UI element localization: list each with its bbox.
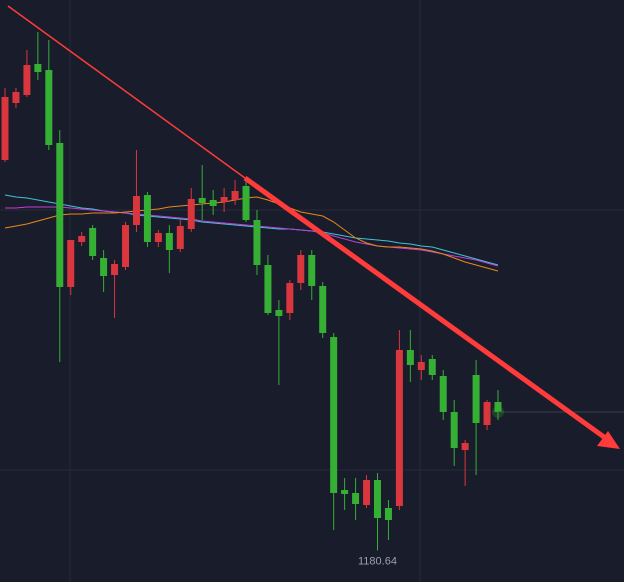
plot: 1180.64: [1, 32, 624, 567]
ma-line: [4, 194, 499, 266]
trend-line: [7, 5, 246, 179]
candle-body: [472, 375, 480, 423]
candle-body: [111, 264, 119, 275]
candle-body: [100, 258, 108, 276]
candle-body: [319, 286, 327, 333]
candle-body: [231, 191, 239, 200]
low-price-label: 1180.64: [358, 555, 397, 567]
candle-body: [56, 143, 64, 287]
candle-body: [417, 362, 425, 370]
arrow-head: [597, 431, 620, 449]
candle-body: [308, 255, 316, 286]
candle-body: [187, 199, 195, 229]
candle-body: [275, 310, 283, 316]
candle-body: [165, 233, 173, 250]
candle-body: [483, 402, 491, 425]
ma-line: [5, 206, 499, 267]
candle-body: [352, 493, 360, 504]
candle-body: [209, 200, 217, 206]
candle-body: [297, 255, 305, 283]
candle-body: [220, 197, 228, 202]
candle-body: [78, 236, 86, 242]
candle-body: [45, 70, 53, 145]
candle-body: [395, 350, 403, 506]
ma-line: [4, 196, 499, 272]
candle-body: [384, 508, 392, 520]
candle-body: [461, 443, 469, 450]
candle-body: [406, 350, 414, 365]
candle-body: [176, 226, 184, 249]
candle-body: [363, 480, 371, 505]
candle-body: [122, 225, 130, 267]
candle-body: [428, 359, 436, 375]
candle-body: [154, 233, 162, 242]
candle-body: [330, 337, 338, 493]
candle-body: [23, 65, 31, 95]
candle-body: [450, 412, 458, 448]
candle-body: [89, 228, 97, 256]
candle-body: [242, 186, 250, 220]
candle-body: [143, 195, 151, 242]
candle-body: [286, 283, 294, 313]
candle-body: [494, 402, 502, 412]
candle-body: [373, 480, 381, 518]
candle-body: [253, 220, 261, 265]
candle-body: [1, 97, 9, 160]
trend-line: [243, 175, 606, 440]
last-price-glow: [492, 406, 504, 418]
trend-arrow: [7, 5, 620, 449]
candle-body: [264, 265, 272, 313]
candle-body: [12, 92, 20, 103]
candle-body: [132, 196, 140, 225]
candle-body: [439, 376, 447, 412]
candle-body: [341, 490, 349, 494]
candle-body: [198, 198, 206, 203]
candle-body: [67, 240, 75, 287]
candle-body: [34, 64, 42, 72]
